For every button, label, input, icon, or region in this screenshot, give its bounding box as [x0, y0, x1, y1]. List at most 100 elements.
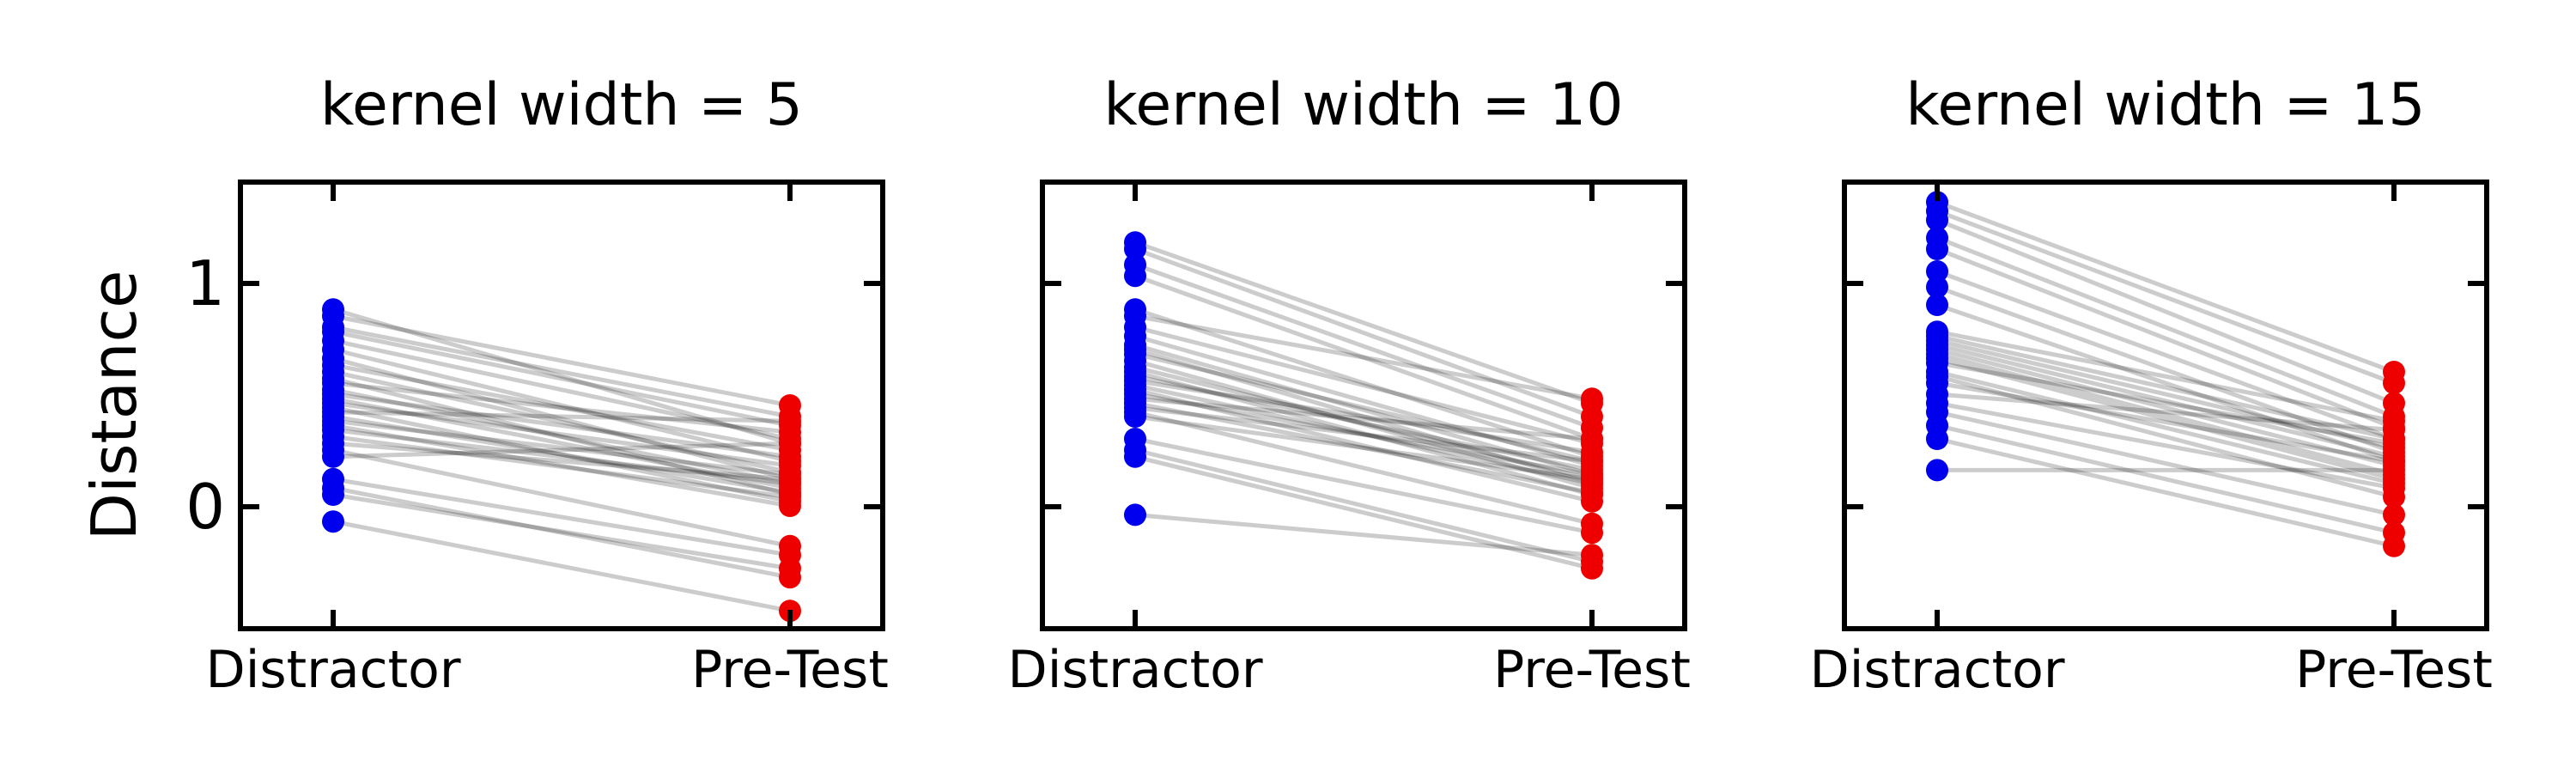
- distractor-point: [1124, 503, 1146, 526]
- y-ticks: [1042, 281, 1685, 509]
- pair-line: [332, 519, 791, 613]
- pretest-point: [2383, 503, 2405, 526]
- panel-kernel-width-15: kernel width = 15 Distractor Pre-Test: [1810, 71, 2493, 700]
- axes-frame: [1842, 180, 2489, 631]
- pretest-point: [1581, 450, 1603, 472]
- pair-line: [1936, 217, 2395, 405]
- pair-line: [332, 418, 791, 478]
- pair-line: [332, 329, 791, 428]
- pair-line: [1134, 454, 1593, 571]
- pair-line: [332, 356, 791, 482]
- pair-line: [1134, 358, 1593, 490]
- points: [1124, 231, 1603, 580]
- y-ticks: 1 0: [185, 247, 883, 543]
- distractor-point: [1926, 294, 1948, 316]
- pair-line: [1936, 400, 2395, 490]
- pair-line: [1134, 512, 1593, 557]
- pair-line: [1936, 392, 2395, 433]
- pretest-point: [779, 467, 801, 490]
- pair-line: [1134, 351, 1593, 464]
- y-ticks: [1844, 281, 2487, 509]
- pair-line: [1936, 423, 2395, 535]
- pair-line: [1134, 410, 1593, 526]
- y-tick-label-1: 1: [185, 247, 225, 320]
- pretest-point: [1581, 387, 1603, 411]
- pair-line: [1134, 273, 1593, 441]
- pair-line: [332, 441, 791, 482]
- pretest-point: [1581, 428, 1603, 450]
- distractor-point: [1926, 459, 1948, 482]
- pair-line: [1134, 447, 1593, 564]
- pair-line: [332, 447, 791, 549]
- pair-line: [1134, 374, 1593, 472]
- pair-line: [332, 396, 791, 490]
- distractor-point: [1124, 445, 1146, 468]
- pair-line: [1134, 383, 1593, 486]
- pair-line: [1936, 410, 2395, 517]
- pair-line: [1134, 400, 1593, 495]
- pair-lines: [332, 307, 791, 613]
- plot-area: [1124, 231, 1603, 580]
- pair-line: [1936, 361, 2395, 446]
- pair-line: [1936, 436, 2395, 549]
- points: [322, 298, 801, 623]
- x-tick-label-distractor: Distractor: [1008, 640, 1263, 700]
- panel-kernel-width-5: kernel width = 5 1 0 Distractor Pre-Test…: [78, 71, 889, 700]
- axes-frame: [1040, 180, 1687, 631]
- panel-kernel-width-10: kernel width = 10 Distractor Pre-Test: [1008, 71, 1691, 700]
- distractor-point: [1124, 405, 1146, 428]
- pair-line: [1134, 436, 1593, 535]
- pair-lines: [1134, 240, 1593, 571]
- pair-line: [332, 423, 791, 508]
- panel-title: kernel width = 10: [1103, 71, 1623, 139]
- pair-line: [1936, 269, 2395, 441]
- points: [1926, 191, 2405, 557]
- pair-line: [332, 414, 791, 495]
- distractor-point: [1926, 276, 1948, 299]
- panel-title: kernel width = 15: [1905, 71, 2425, 139]
- pair-line: [1936, 284, 2395, 454]
- pair-line: [1134, 240, 1593, 405]
- plot-area: [322, 298, 801, 623]
- pair-line: [332, 434, 791, 500]
- pair-line: [332, 307, 791, 446]
- pair-line: [1936, 356, 2395, 482]
- pair-line: [1134, 333, 1593, 468]
- axes-frame: [238, 180, 885, 631]
- pretest-point: [1581, 467, 1603, 490]
- x-tick-label-pretest: Pre-Test: [1493, 640, 1691, 700]
- pair-line: [1134, 414, 1593, 482]
- plot-area: [1926, 191, 2405, 557]
- pair-line: [1936, 200, 2395, 374]
- pair-line: [1936, 380, 2395, 464]
- distractor-point: [322, 445, 344, 468]
- pair-line: [332, 380, 791, 435]
- pair-line: [1134, 369, 1593, 497]
- distractor-point: [322, 484, 344, 506]
- pair-line: [1936, 343, 2395, 460]
- x-tick-label-distractor: Distractor: [206, 640, 461, 700]
- pair-line: [332, 376, 791, 497]
- pair-line: [332, 347, 791, 464]
- pair-line: [1134, 307, 1593, 460]
- pair-line: [1936, 374, 2395, 500]
- pair-line: [1936, 329, 2395, 423]
- x-ticks: Distractor Pre-Test: [1810, 182, 2493, 700]
- pair-line: [1936, 347, 2395, 468]
- distractor-point: [322, 510, 344, 533]
- pair-line: [1134, 392, 1593, 478]
- distractor-point: [1926, 209, 1948, 232]
- pretest-point: [1581, 544, 1603, 567]
- pair-line: [332, 400, 791, 468]
- pair-line: [1936, 209, 2395, 386]
- pair-line: [332, 387, 791, 486]
- distractor-point: [1926, 428, 1948, 450]
- pair-line: [1134, 262, 1593, 430]
- pretest-point: [1581, 521, 1603, 545]
- pair-line: [332, 325, 791, 419]
- pair-line: [1134, 387, 1593, 504]
- pair-line: [1936, 302, 2395, 464]
- pair-line: [332, 362, 791, 453]
